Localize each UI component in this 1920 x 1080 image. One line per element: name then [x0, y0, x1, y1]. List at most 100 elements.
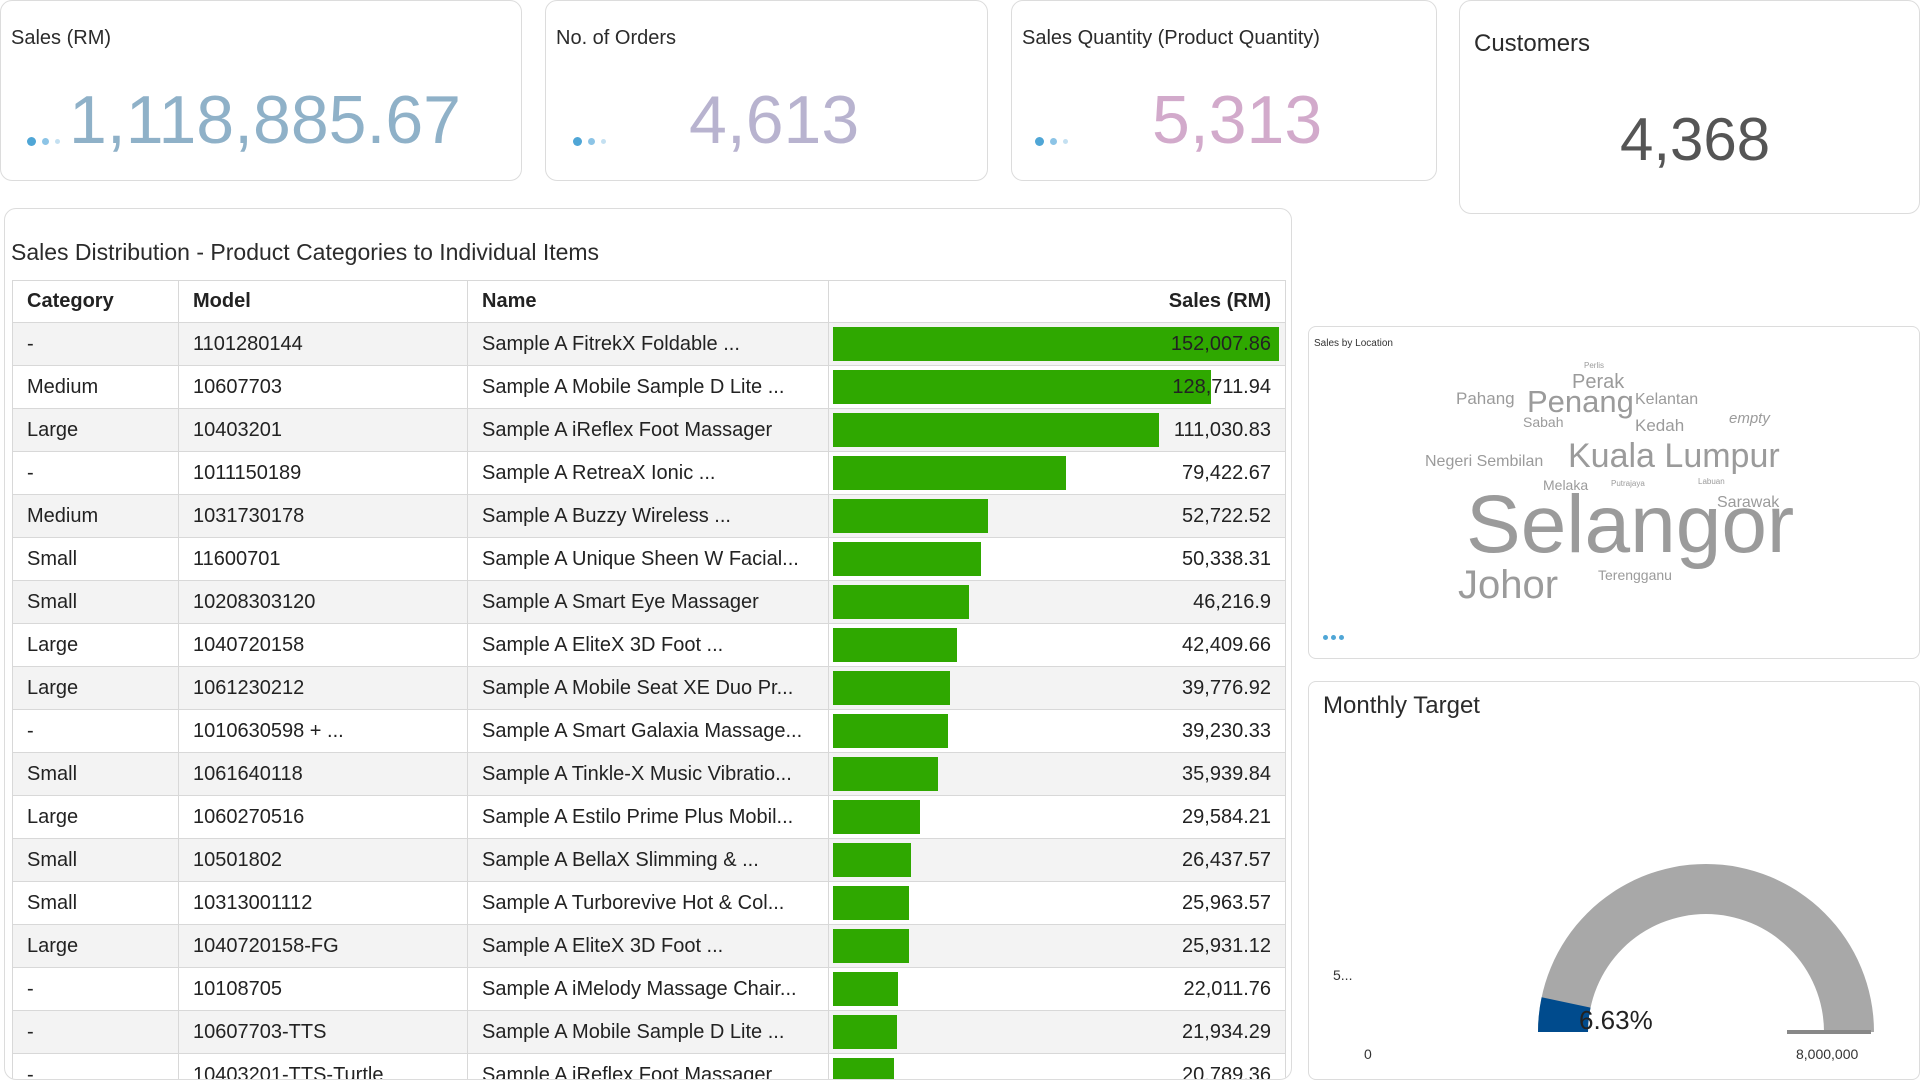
- cell-name: Sample A BellaX Slimming & ...: [467, 838, 829, 882]
- cell-category: -: [12, 451, 179, 495]
- column-header-model[interactable]: Model: [178, 280, 468, 323]
- sales-bar: [833, 499, 988, 533]
- kpi-sales-more-icon[interactable]: [27, 137, 60, 146]
- cell-sales: 35,939.84: [828, 752, 1286, 796]
- word-terengganu[interactable]: Terengganu: [1598, 567, 1672, 583]
- kpi-card-orders[interactable]: No. of Orders 4,613: [545, 0, 988, 181]
- sales-bar: [833, 628, 957, 662]
- kpi-orders-more-icon[interactable]: [573, 137, 606, 146]
- table-row[interactable]: Large 1040720158-FG Sample A EliteX 3D Foo…: [12, 924, 1286, 968]
- sales-by-location-more-icon[interactable]: [1323, 635, 1344, 640]
- word-putrajaya[interactable]: Putrajaya: [1611, 479, 1645, 488]
- table-row[interactable]: Medium 10607703 Sample A Mobile Sample D L…: [12, 365, 1286, 409]
- cell-category: Small: [12, 580, 179, 624]
- word-sarawak[interactable]: Sarawak: [1717, 494, 1780, 511]
- cell-model: 10403201: [178, 408, 468, 452]
- kpi-card-quantity[interactable]: Sales Quantity (Product Quantity) 5,313: [1011, 0, 1437, 181]
- table-row[interactable]: Small 1061640118 Sample A Tinkle-X Music V…: [12, 752, 1286, 796]
- table-row[interactable]: Small 11600701 Sample A Unique Sheen W Fac…: [12, 537, 1286, 581]
- word-pahang[interactable]: Pahang: [1456, 389, 1515, 408]
- cell-sales: 22,011.76: [828, 967, 1286, 1011]
- word-kelantan[interactable]: Kelantan: [1635, 391, 1699, 408]
- sales-value: 39,230.33: [1182, 720, 1271, 742]
- table-row[interactable]: Large 1040720158 Sample A EliteX 3D Foot .…: [12, 623, 1286, 667]
- cell-model: 10607703: [178, 365, 468, 409]
- table-row[interactable]: Small 10501802 Sample A BellaX Slimming & …: [12, 838, 1286, 882]
- cell-name: Sample A EliteX 3D Foot ...: [467, 924, 829, 968]
- cell-model: 1101280144: [178, 322, 468, 366]
- gauge-max-tick: [1787, 1030, 1871, 1034]
- word-sabah[interactable]: Sabah: [1523, 414, 1564, 430]
- cell-model: 1040720158: [178, 623, 468, 667]
- kpi-sales-title: Sales (RM): [11, 27, 112, 49]
- word-melaka[interactable]: Melaka: [1543, 477, 1589, 493]
- cell-model: 10313001112: [178, 881, 468, 925]
- column-header-category[interactable]: Category: [12, 280, 179, 323]
- word-johor[interactable]: Johor: [1458, 563, 1559, 607]
- sales-value: 152,007.86: [1170, 333, 1271, 355]
- cell-sales: 50,338.31: [828, 537, 1286, 581]
- word-selangor[interactable]: Selangor: [1466, 479, 1795, 570]
- column-header-sales[interactable]: Sales (RM): [828, 280, 1286, 323]
- cell-model: 10501802: [178, 838, 468, 882]
- table-row[interactable]: -1101280144 Sample A FitrekX Foldable ...…: [12, 322, 1286, 366]
- sales-value: 21,934.29: [1182, 1021, 1271, 1043]
- cell-sales: 39,230.33: [828, 709, 1286, 753]
- table-row[interactable]: Small 10313001112 Sample A Turborevive Hot…: [12, 881, 1286, 925]
- cell-category: -: [12, 709, 179, 753]
- cell-model: 1031730178: [178, 494, 468, 538]
- kpi-card-sales[interactable]: Sales (RM) 1,118,885.67: [0, 0, 522, 181]
- word-labuan[interactable]: Labuan: [1698, 477, 1725, 486]
- word-kuala-lumpur[interactable]: Kuala Lumpur: [1568, 437, 1780, 475]
- cell-model: 11600701: [178, 537, 468, 581]
- cell-category: Large: [12, 666, 179, 710]
- sales-value: 111,030.83: [1173, 419, 1271, 441]
- table-row[interactable]: -1010630598 + ... Sample A Smart Galaxia …: [12, 709, 1286, 753]
- sales-distribution-table: Category Model Name Sales (RM) -11012801…: [12, 280, 1286, 1079]
- sales-bar: [833, 886, 909, 920]
- table-row[interactable]: -10607703-TTS Sample A Mobile Sample D Li…: [12, 1010, 1286, 1054]
- column-header-name[interactable]: Name: [467, 280, 829, 323]
- cell-category: Small: [12, 752, 179, 796]
- kpi-sales-value: 1,118,885.67: [69, 82, 461, 158]
- table-row[interactable]: -1011150189 Sample A RetreaX Ionic ... 79,…: [12, 451, 1286, 495]
- table-row[interactable]: Large 10403201 Sample A iReflex Foot Massa…: [12, 408, 1286, 452]
- word-perak[interactable]: Perak: [1572, 371, 1625, 393]
- kpi-customers-value: 4,368: [1620, 106, 1771, 173]
- sales-value: 128,711.94: [1172, 376, 1271, 398]
- cell-model: 10403201-TTS-Turtle: [178, 1053, 468, 1079]
- cell-category: Small: [12, 537, 179, 581]
- sales-bar: [833, 542, 981, 576]
- word-negeri-sembilan[interactable]: Negeri Sembilan: [1425, 453, 1544, 470]
- word-kedah[interactable]: Kedah: [1635, 416, 1685, 435]
- table-row[interactable]: Large 1060270516 Sample A Estilo Prime Plu…: [12, 795, 1286, 839]
- table-row[interactable]: -10108705 Sample A iMelody Massage Chair.…: [12, 967, 1286, 1011]
- kpi-quantity-title: Sales Quantity (Product Quantity): [1022, 27, 1320, 49]
- cell-name: Sample A Smart Eye Massager: [467, 580, 829, 624]
- cell-model: 1040720158-FG: [178, 924, 468, 968]
- gauge-value-label: 5...: [1333, 967, 1353, 983]
- sales-value: 79,422.67: [1182, 462, 1271, 484]
- word-perlis[interactable]: Perlis: [1584, 361, 1605, 370]
- monthly-target-card: Monthly Target 5... 0 8,000,000 6.63%: [1308, 681, 1920, 1080]
- table-row[interactable]: Medium 1031730178 Sample A Buzzy Wireless …: [12, 494, 1286, 538]
- cell-sales: 20,789.36: [828, 1053, 1286, 1079]
- cell-name: Sample A Tinkle-X Music Vibratio...: [467, 752, 829, 796]
- cell-category: -: [12, 1053, 179, 1079]
- table-row[interactable]: -10403201-TTS-Turtle Sample A iReflex Foo…: [12, 1053, 1286, 1079]
- word-penang[interactable]: Penang: [1527, 384, 1634, 419]
- sales-bar: [833, 1058, 894, 1079]
- cell-model: 10208303120: [178, 580, 468, 624]
- table-row[interactable]: Small 10208303120 Sample A Smart Eye Massa…: [12, 580, 1286, 624]
- sales-value: 50,338.31: [1182, 548, 1271, 570]
- sales-value: 46,216.9: [1193, 591, 1271, 613]
- cell-sales: 29,584.21: [828, 795, 1286, 839]
- cell-category: Large: [12, 795, 179, 839]
- table-row[interactable]: Large 1061230212 Sample A Mobile Seat XE D…: [12, 666, 1286, 710]
- cell-model: 10607703-TTS: [178, 1010, 468, 1054]
- kpi-card-customers[interactable]: Customers 4,368: [1459, 0, 1920, 214]
- word-empty[interactable]: empty: [1729, 410, 1770, 427]
- cell-model: 1060270516: [178, 795, 468, 839]
- kpi-quantity-more-icon[interactable]: [1035, 137, 1068, 146]
- cell-category: Small: [12, 881, 179, 925]
